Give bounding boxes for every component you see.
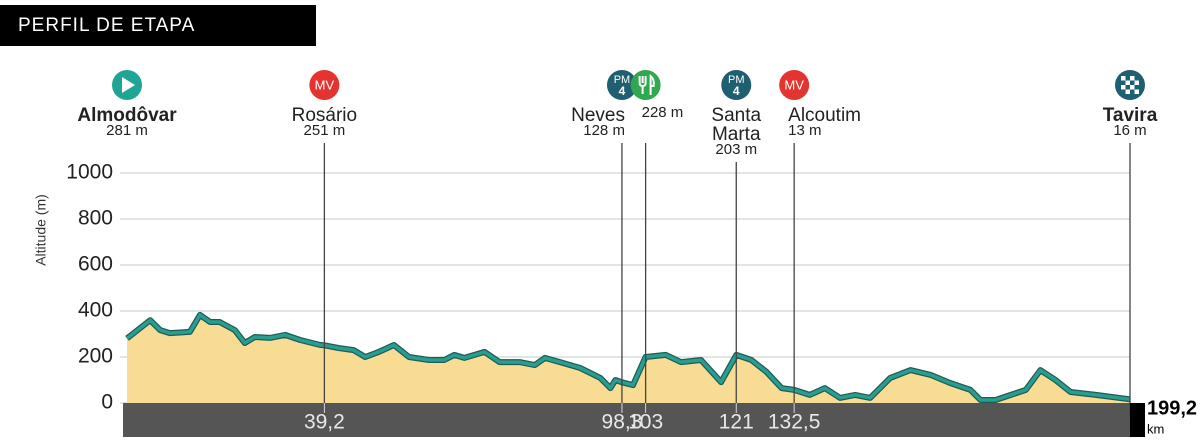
landmark-icon	[112, 70, 142, 100]
landmark-icon	[1115, 70, 1145, 100]
landmark-name: Tavira	[1103, 105, 1158, 126]
icon-circle	[309, 70, 340, 100]
icon-circle	[779, 70, 810, 100]
x-tick-label: 121	[719, 411, 754, 434]
icon-label: PM	[614, 74, 631, 86]
icon-circle	[721, 70, 752, 100]
chart-title: PERFIL DE ETAPA	[18, 15, 195, 36]
x-tick-label: 39,2	[304, 411, 345, 434]
landmark-name: Marta	[712, 124, 761, 145]
checker	[1130, 85, 1135, 90]
play-icon	[122, 77, 135, 93]
y-axis-label: Altitude (m)	[33, 194, 49, 266]
altitude-label: 16 m	[1113, 122, 1146, 139]
landmark-icon: MV	[309, 70, 340, 100]
y-tick-label: 600	[78, 253, 113, 276]
y-tick-label: 400	[78, 299, 113, 322]
icon-sub-label: 4	[733, 84, 740, 98]
icon-circle	[606, 70, 637, 100]
profile-line	[125, 313, 1131, 402]
altitude-label: 128 m	[583, 122, 625, 139]
knife-icon	[649, 73, 655, 95]
area-fill	[127, 314, 1130, 403]
checker	[1130, 76, 1135, 81]
y-tick-label: 800	[78, 207, 113, 230]
altitude-label: 228 m	[642, 104, 684, 121]
landmark-name: Rosário	[292, 105, 357, 126]
checker	[1125, 80, 1130, 85]
altitude-label: 251 m	[304, 122, 346, 139]
fork-icon	[638, 76, 647, 94]
icon-label: MV	[784, 77, 804, 92]
altitude-label: 281 m	[106, 122, 148, 139]
y-tick-label: 1000	[66, 161, 113, 184]
checker	[1121, 85, 1126, 90]
end-unit-label: km	[1147, 421, 1164, 436]
landmark-name: Neves	[571, 105, 625, 126]
altitude-label: 203 m	[715, 141, 757, 158]
landmark-name: Santa	[711, 105, 761, 126]
end-tick-label: 199,2	[1147, 397, 1197, 419]
icon-label: PM	[728, 74, 745, 86]
x-tick-label: 103	[628, 411, 663, 434]
icon-sub-label: 4	[619, 84, 626, 98]
y-tick-label: 200	[78, 345, 113, 368]
ground-strip	[123, 403, 1130, 437]
checker	[1121, 76, 1126, 81]
landmark-icon	[630, 70, 661, 100]
icon-label: MV	[315, 77, 335, 92]
checker	[1134, 80, 1139, 85]
altitude-label: 13 m	[788, 122, 821, 139]
landmark-icon: PM4	[606, 70, 637, 100]
landmark-name: Almodôvar	[77, 105, 177, 126]
x-tick-label: 132,5	[768, 411, 821, 434]
landmark-icon: PM4	[721, 70, 752, 100]
landmark-icon: MV	[779, 70, 810, 100]
y-tick-label: 0	[101, 391, 113, 414]
checker	[1125, 89, 1130, 94]
checker	[1134, 89, 1139, 94]
x-tick-label: 98,3	[602, 411, 643, 434]
landmark-name: Alcoutim	[788, 105, 861, 126]
title-box	[0, 5, 316, 46]
end-marker	[1130, 403, 1145, 437]
